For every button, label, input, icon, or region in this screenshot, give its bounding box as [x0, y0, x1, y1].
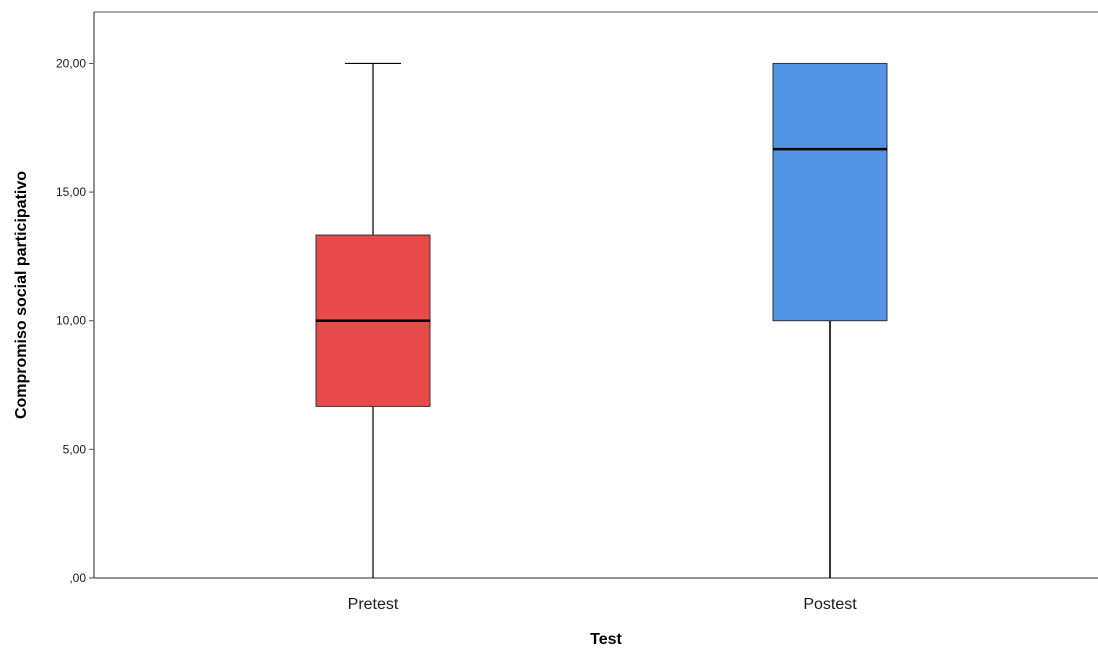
y-tick-label: ,00	[69, 571, 86, 585]
y-tick-label: 20,00	[56, 56, 86, 70]
y-tick-label: 15,00	[56, 185, 86, 199]
box-group	[315, 62, 888, 578]
y-axis-title: Compromiso social participativo	[13, 171, 30, 419]
x-tick-label: Postest	[803, 596, 857, 613]
iqr-box	[772, 62, 888, 322]
x-axis-ticks: Pretest Postest	[348, 596, 858, 613]
x-axis-title: Test	[590, 631, 622, 648]
x-tick-label: Pretest	[348, 596, 399, 613]
y-tick-label: 10,00	[56, 314, 86, 328]
y-tick-label: 5,00	[63, 442, 87, 456]
y-axis-ticks: ,00 5,00 10,00 15,00 20,00	[56, 56, 94, 585]
plot-frame	[93, 11, 1098, 579]
